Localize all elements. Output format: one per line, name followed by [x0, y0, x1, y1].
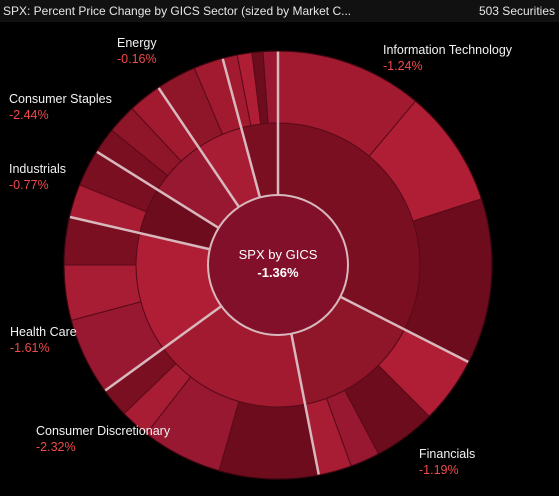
sector-name: Health Care	[10, 325, 77, 339]
sector-change: -0.77%	[9, 178, 49, 192]
outer-ring	[63, 50, 493, 480]
chart-title: SPX: Percent Price Change by GICS Sector…	[3, 4, 352, 18]
sector-label-financials[interactable]: Financials -1.19%	[419, 446, 475, 478]
sector-change: -1.61%	[10, 341, 50, 355]
sector-name: Energy	[117, 36, 157, 50]
root-summary[interactable]: SPX by GICS -1.36%	[206, 246, 350, 282]
sector-label-consumer-discretionary[interactable]: Consumer Discretionary -2.32%	[36, 423, 170, 455]
sector-label-information-technology[interactable]: Information Technology -1.24%	[383, 42, 512, 74]
root-label: SPX by GICS	[238, 247, 318, 262]
sector-divider	[339, 295, 470, 364]
sector-label-consumer-staples[interactable]: Consumer Staples -2.44%	[9, 91, 112, 123]
sector-name: Consumer Discretionary	[36, 424, 171, 438]
sector-label-energy[interactable]: Energy -0.16%	[117, 35, 157, 67]
sector-divider	[221, 57, 262, 198]
sector-change: -2.32%	[36, 440, 76, 454]
sector-name: Financials	[419, 447, 476, 461]
securities-count: 503 Securities	[478, 4, 555, 18]
title-bar: SPX: Percent Price Change by GICS Sector…	[0, 0, 559, 22]
root-value: -1.36%	[257, 265, 299, 280]
sector-divider	[95, 150, 220, 229]
sector-change: -1.19%	[419, 463, 459, 477]
sector-divider	[290, 333, 321, 476]
sector-name: Consumer Staples	[9, 92, 112, 106]
sector-divider	[69, 215, 211, 251]
sector-name: Industrials	[9, 162, 66, 176]
sector-label-industrials[interactable]: Industrials -0.77%	[9, 161, 66, 193]
sector-change: -2.44%	[9, 108, 49, 122]
sector-divider	[157, 86, 240, 208]
sector-divider	[104, 305, 223, 392]
sector-label-health-care[interactable]: Health Care -1.61%	[10, 324, 77, 356]
sector-name: Information Technology	[383, 43, 513, 57]
sector-change: -1.24%	[383, 59, 423, 73]
sector-change: -0.16%	[117, 52, 157, 66]
